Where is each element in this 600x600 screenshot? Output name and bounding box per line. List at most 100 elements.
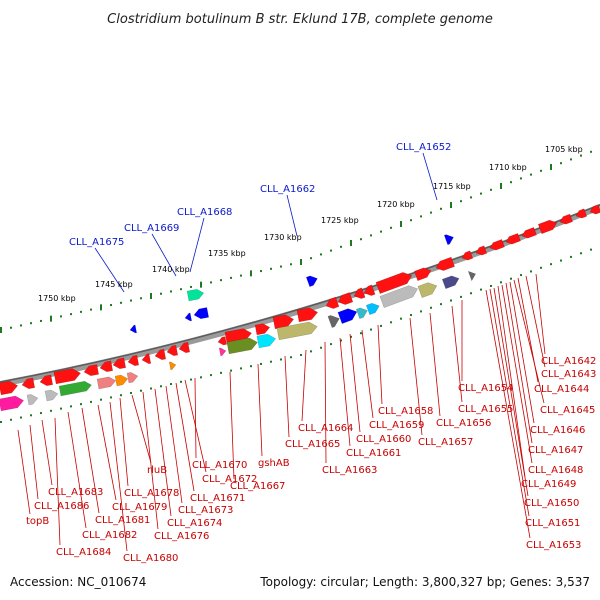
label-leader bbox=[409, 317, 423, 436]
label-leader bbox=[189, 217, 205, 273]
gene-label-bottom: CLL_A1654 bbox=[458, 383, 513, 394]
label-leader bbox=[525, 275, 546, 368]
scale-dot bbox=[340, 245, 342, 248]
scale-dot bbox=[560, 162, 562, 165]
gene-label-bottom: CLL_A1680 bbox=[123, 553, 178, 564]
scale-dot bbox=[550, 263, 552, 266]
scale-dot bbox=[60, 407, 62, 410]
scale-dot bbox=[290, 263, 292, 266]
gene-feature bbox=[467, 270, 476, 282]
label-leader bbox=[513, 279, 545, 404]
scale-dot bbox=[460, 200, 462, 203]
gene-arrow bbox=[0, 380, 19, 396]
gene-arrow bbox=[461, 250, 474, 261]
label-leader bbox=[165, 385, 183, 504]
gene-label-bottom: CLL_A1642 bbox=[541, 356, 596, 367]
scale-dot bbox=[360, 238, 362, 241]
scale-dot bbox=[410, 219, 412, 222]
gene-arrow bbox=[154, 348, 167, 361]
label-leader bbox=[54, 417, 61, 546]
gene-arrow bbox=[505, 233, 521, 245]
gene-label-bottom: CLL_A1663 bbox=[322, 465, 377, 476]
gene-arrow bbox=[363, 284, 376, 296]
scale-dot bbox=[270, 360, 272, 363]
scale-dot bbox=[370, 234, 372, 237]
gene-label-bottom: CLL_A1678 bbox=[124, 488, 179, 499]
label-leader bbox=[229, 371, 235, 480]
scale-dot bbox=[320, 346, 322, 349]
gene-label-bottom: CLL_A1665 bbox=[285, 439, 340, 450]
label-leader bbox=[451, 305, 463, 403]
label-leader bbox=[489, 288, 530, 517]
scale-major-tick bbox=[450, 202, 452, 208]
accession-text: Accession: NC_010674 bbox=[10, 575, 146, 589]
label-leader bbox=[119, 397, 129, 487]
scale-label: 1740 kbp bbox=[152, 265, 190, 274]
label-leader bbox=[97, 404, 117, 501]
scale-dot bbox=[490, 284, 492, 287]
scale-dot bbox=[490, 188, 492, 191]
gene-arrow bbox=[254, 323, 271, 336]
scale-dot bbox=[310, 350, 312, 353]
label-leader bbox=[286, 194, 298, 237]
scale-dot bbox=[70, 405, 72, 408]
label-leader bbox=[142, 391, 159, 530]
scale-dot bbox=[380, 230, 382, 233]
label-leader bbox=[485, 289, 531, 539]
scale-dot bbox=[130, 391, 132, 394]
scale-label: 1730 kbp bbox=[264, 233, 302, 242]
scale-major-tick bbox=[500, 183, 502, 189]
label-leaders bbox=[17, 152, 546, 552]
scale-dot bbox=[580, 154, 582, 157]
gene-label-bottom: CLL_A1656 bbox=[436, 418, 491, 429]
label-leader bbox=[324, 341, 327, 464]
scale-dot bbox=[110, 396, 112, 399]
scale-dot bbox=[20, 324, 22, 327]
gene-arrow bbox=[337, 292, 354, 305]
label-leader bbox=[509, 281, 535, 424]
scale-dot bbox=[240, 274, 242, 277]
gene-arrow-outer bbox=[443, 234, 454, 246]
scale-dot bbox=[580, 252, 582, 255]
scale-dot bbox=[560, 259, 562, 262]
gene-feature bbox=[379, 285, 419, 308]
label-leader bbox=[535, 273, 546, 355]
gene-feature bbox=[168, 361, 177, 371]
gene-arrow-outer bbox=[193, 307, 209, 320]
label-leader bbox=[497, 285, 526, 478]
gene-arrow bbox=[166, 344, 179, 357]
label-leader bbox=[339, 337, 351, 447]
scale-dot bbox=[450, 299, 452, 302]
gene-label-bottom: CLL_A1661 bbox=[346, 448, 401, 459]
gene-arrow bbox=[39, 374, 54, 387]
gene-arrow bbox=[475, 245, 488, 256]
scale-dot bbox=[530, 173, 532, 176]
label-leader bbox=[505, 282, 533, 444]
gene-feature bbox=[96, 376, 117, 390]
gene-label-bottom: CLL_A1644 bbox=[534, 384, 589, 395]
gene-label-bottom: CLL_A1645 bbox=[540, 405, 595, 416]
label-leader bbox=[301, 349, 307, 422]
scale-dot bbox=[570, 255, 572, 258]
gene-feature bbox=[337, 308, 358, 324]
scale-major-tick bbox=[100, 304, 102, 311]
gene-feature bbox=[256, 333, 277, 349]
gene-label-bottom: CLL_A1657 bbox=[418, 437, 473, 448]
scale-dot bbox=[470, 196, 472, 199]
gene-label-bottom: CLL_A1651 bbox=[525, 518, 580, 529]
scale-dot bbox=[90, 400, 92, 403]
gene-label-bottom: gshAB bbox=[258, 458, 290, 469]
scale-dot bbox=[230, 369, 232, 372]
scale-dot bbox=[520, 177, 522, 180]
scale-major-tick bbox=[300, 259, 302, 265]
scale-dot bbox=[70, 313, 72, 316]
label-leader bbox=[151, 233, 177, 277]
scale-dot bbox=[160, 292, 162, 295]
gene-label-top: CLL_A1668 bbox=[177, 207, 232, 218]
scale-dot bbox=[180, 380, 182, 383]
gene-labels: 1750 kbp 1745 kbp 1740 kbp 1735 kbp 1730 kbp… bbox=[26, 142, 596, 564]
gene-label-bottom: CLL_A1649 bbox=[521, 479, 576, 490]
gene-label-bottom: CLL_A1674 bbox=[167, 518, 222, 529]
scale-dot bbox=[430, 306, 432, 309]
gene-arrow bbox=[589, 204, 600, 215]
